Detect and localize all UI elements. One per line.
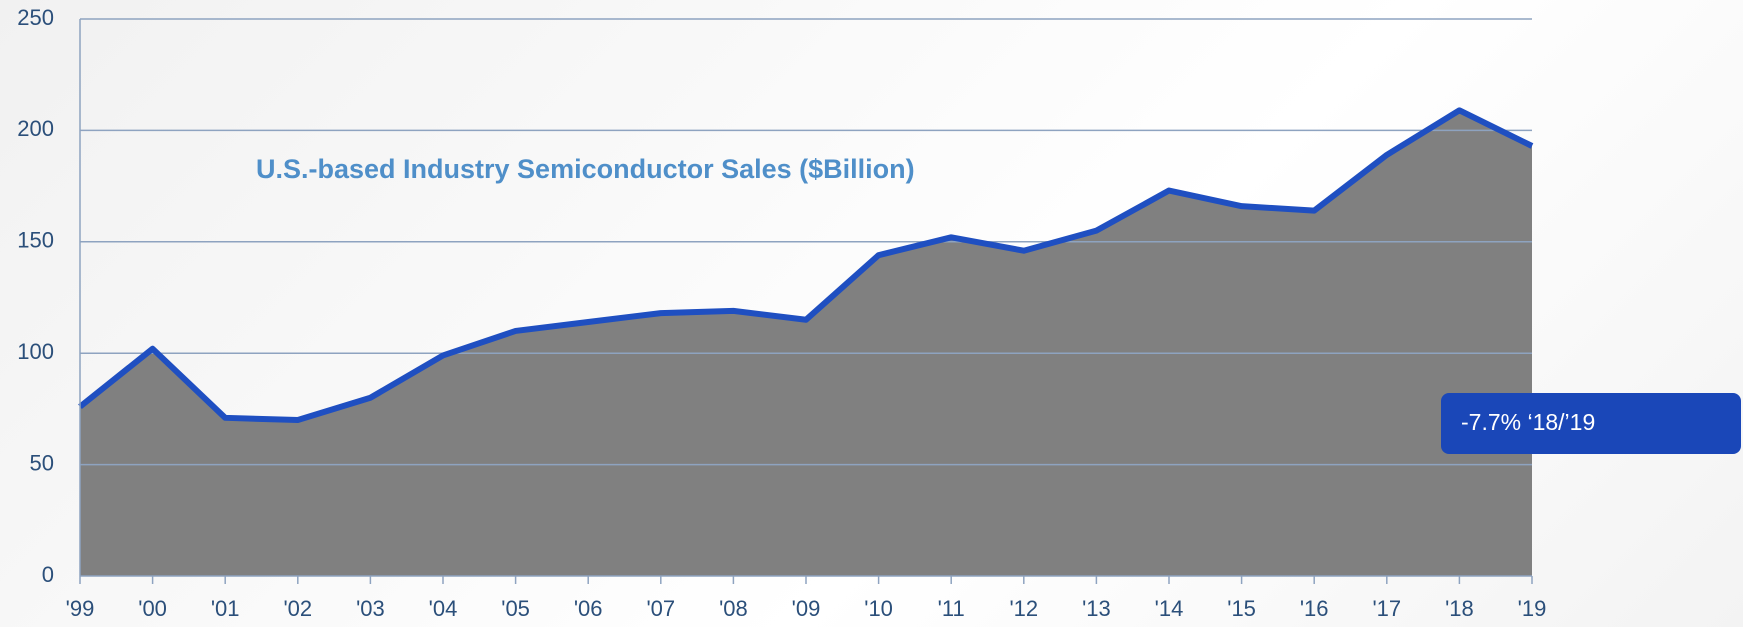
x-tick-label: '16: [1300, 596, 1329, 621]
y-tick-label: 0: [42, 562, 54, 587]
x-tick-label: '01: [211, 596, 240, 621]
x-tick-label: '17: [1372, 596, 1401, 621]
x-tick-label: '19: [1518, 596, 1547, 621]
area: [80, 110, 1532, 577]
annotation: -7.7% ‘18/’19: [1461, 409, 1595, 435]
y-tick-label: 100: [17, 339, 54, 364]
x-tick-label: '18: [1445, 596, 1474, 621]
x-tick-label: '10: [864, 596, 893, 621]
x-tick-label: '04: [429, 596, 458, 621]
x-tick-label: '08: [719, 596, 748, 621]
x-tick-label: '12: [1009, 596, 1038, 621]
y-tick-label: 250: [17, 5, 54, 30]
x-tick-label: '15: [1227, 596, 1256, 621]
x-tick-label: '99: [66, 596, 95, 621]
x-tick-label: '02: [283, 596, 312, 621]
x-tick-label: '09: [792, 596, 821, 621]
x-tick-label: '00: [138, 596, 167, 621]
x-tick-label: '05: [501, 596, 530, 621]
y-tick-label: 50: [30, 450, 54, 475]
x-tick-label: '11: [938, 596, 965, 621]
x-tick-label: '14: [1155, 596, 1184, 621]
annotation-box: [1441, 393, 1741, 454]
x-tick-label: '03: [356, 596, 385, 621]
line: [78, 107, 1534, 424]
chart-title: U.S.-based Industry Semiconductor Sales …: [256, 154, 915, 184]
y-tick-label: 200: [17, 116, 54, 141]
x-tick-label: '07: [646, 596, 675, 621]
x-tick-label: '06: [574, 596, 603, 621]
x-tick-label: '13: [1082, 596, 1111, 621]
y-tick-label: 150: [17, 228, 54, 253]
